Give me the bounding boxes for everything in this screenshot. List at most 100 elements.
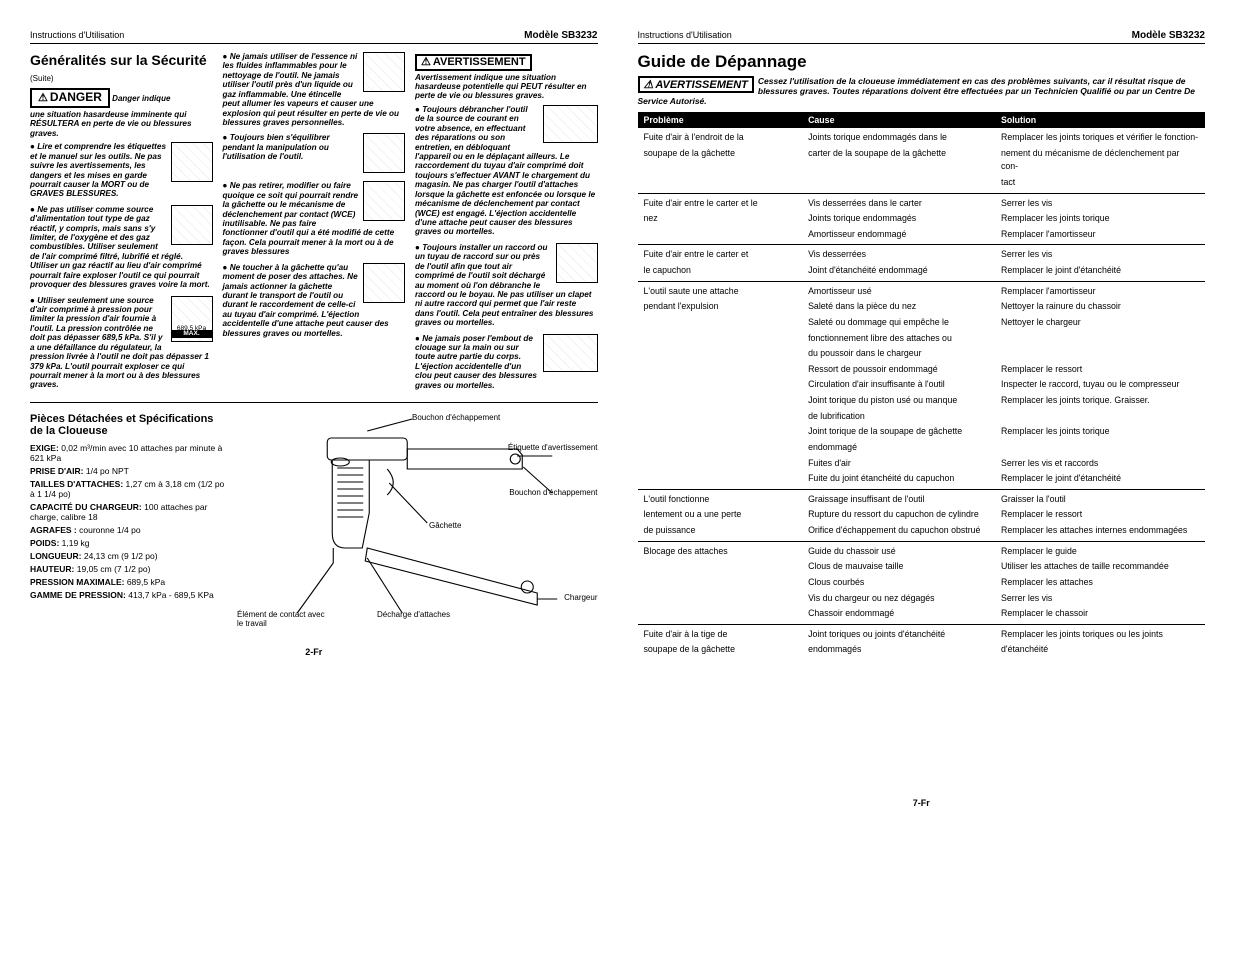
table-row: de lubrification (638, 409, 1206, 425)
dl-exhaust-cap2: Bouchon d'échappement (509, 488, 597, 497)
header-left: Instructions d'Utilisation (30, 30, 124, 40)
table-row: Fuite d'air entre le carter et leVis des… (638, 193, 1206, 211)
table-cell: Guide du chassoir usé (802, 541, 995, 559)
table-row: de puissanceOrifice d'échappement du cap… (638, 523, 1206, 541)
table-cell (638, 591, 803, 607)
table-cell (802, 175, 995, 193)
table-cell (638, 393, 803, 409)
b1: ● Lire et comprendre les étiquettes et l… (30, 142, 166, 198)
coupler-icon (556, 243, 598, 283)
table-cell (638, 440, 803, 456)
table-cell: de lubrification (802, 409, 995, 425)
th-cause: Cause (802, 112, 995, 128)
table-cell: Fuite du joint étanchéité du capuchon (802, 471, 995, 489)
spec-item: CAPACITÉ DU CHARGEUR: 100 attaches par c… (30, 502, 225, 522)
table-cell (638, 331, 803, 347)
table-row: Joint torique du piston usé ou manqueRem… (638, 393, 1206, 409)
table-cell: Joint torique du piston usé ou manque (802, 393, 995, 409)
spec-box: Pièces Détachées et Spécifications de la… (30, 413, 598, 633)
header-model-r: Modèle SB3232 (1132, 30, 1205, 41)
table-cell: Fuite d'air à l'endroit de la (638, 128, 803, 146)
table-row: fonctionnement libre des attaches ou (638, 331, 1206, 347)
table-cell: Remplacer les attaches internes endommag… (995, 523, 1205, 541)
table-row: le capuchonJoint d'étanchéité endommagéR… (638, 263, 1206, 281)
spec-item: AGRAFES : couronne 1/4 po (30, 525, 225, 535)
table-cell: Remplacer l'amortisseur (995, 227, 1205, 245)
table-cell: Joint d'étanchéité endommagé (802, 263, 995, 281)
table-cell: Joint toriques ou joints d'étanchéité (802, 624, 995, 642)
table-cell: Chassoir endommagé (802, 606, 995, 624)
table-cell: soupape de la gâchette (638, 642, 803, 658)
page-header-r: Instructions d'Utilisation Modèle SB3232 (638, 30, 1206, 44)
th-problem: Problème (638, 112, 803, 128)
table-cell (638, 575, 803, 591)
table-cell: Amortisseur endommagé (802, 227, 995, 245)
table-cell: Remplacer les joints toriques ou les joi… (995, 624, 1205, 642)
table-cell: Blocage des attaches (638, 541, 803, 559)
table-row: Circulation d'air insuffisante à l'outil… (638, 377, 1206, 393)
spec-item: EXIGE: 0,02 m³/min avec 10 attaches par … (30, 443, 225, 463)
gas-warning-icon (171, 205, 213, 245)
table-row: Saleté ou dommage qui empêche leNettoyer… (638, 315, 1206, 331)
table-row: Fuites d'airSerrer les vis et raccords (638, 456, 1206, 472)
trigger-touch-icon (363, 263, 405, 303)
pressure-gauge-icon: 689,5 kPa MAX. (171, 296, 213, 342)
table-cell: Joint torique de la soupape de gâchette (802, 424, 995, 440)
table-cell: Serrer les vis (995, 193, 1205, 211)
guide-warning: AVERTISSEMENT Cessez l'utilisation de la… (638, 76, 1206, 106)
table-row: lentement ou a une perteRupture du resso… (638, 507, 1206, 523)
guide-title: Guide de Dépannage (638, 52, 1206, 72)
table-cell: Circulation d'air insuffisante à l'outil (802, 377, 995, 393)
table-cell: Remplacer le ressort (995, 507, 1205, 523)
table-cell: de puissance (638, 523, 803, 541)
table-cell: L'outil fonctionne (638, 489, 803, 507)
c2: ● Toujours bien s'équilibrer pendant la … (223, 133, 330, 161)
stapler-diagram: Bouchon d'échappement Étiquette d'averti… (237, 413, 598, 633)
table-cell: Remplacer le joint d'étanchéité (995, 263, 1205, 281)
table-cell: Inspecter le raccord, tuyau ou le compre… (995, 377, 1205, 393)
table-row: Fuite d'air entre le carter etVis desser… (638, 245, 1206, 263)
table-cell: Joints torique endommagés (802, 211, 995, 227)
table-cell: Remplacer le guide (995, 541, 1205, 559)
section-title: Généralités sur la Sécurité (Suite) (30, 52, 213, 84)
table-cell: soupape de la gâchette (638, 146, 803, 175)
table-cell: Serrer les vis (995, 591, 1205, 607)
table-cell: Remplacer les joints torique (995, 211, 1205, 227)
table-row: nezJoints torique endommagésRemplacer le… (638, 211, 1206, 227)
hand-warning-icon (543, 334, 598, 372)
table-row: pendant l'expulsionSaleté dans la pièce … (638, 299, 1206, 315)
table-cell (638, 606, 803, 624)
spec-item: GAMME DE PRESSION: 413,7 kPa - 689,5 KPa (30, 590, 225, 600)
fire-warning-icon (363, 52, 405, 92)
table-row: du poussoir dans le chargeur (638, 346, 1206, 362)
table-row: Vis du chargeur ou nez dégagésSerrer les… (638, 591, 1206, 607)
table-row: Ressort de poussoir endommagéRemplacer l… (638, 362, 1206, 378)
table-row: Fuite d'air à l'endroit de laJoints tori… (638, 128, 1206, 146)
table-cell (638, 362, 803, 378)
page-2fr: Instructions d'Utilisation Modèle SB3232… (30, 30, 598, 808)
table-cell (638, 346, 803, 362)
dl-wce: Élément de contact avec le travail (237, 610, 327, 628)
table-cell: Saleté ou dommage qui empêche le (802, 315, 995, 331)
table-cell: nement du mécanisme de déclenchement par… (995, 146, 1205, 175)
table-cell: L'outil saute une attache (638, 281, 803, 299)
troubleshoot-table: Problème Cause Solution Fuite d'air à l'… (638, 112, 1206, 658)
col-2: ● Ne jamais utiliser de l'essence ni les… (223, 52, 406, 396)
spec-item: TAILLES D'ATTACHES: 1,27 cm à 3,18 cm (1… (30, 479, 225, 499)
table-cell: Remplacer le joint d'étanchéité (995, 471, 1205, 489)
table-row: Chassoir endommagéRemplacer le chassoir (638, 606, 1206, 624)
table-cell: Remplacer les joints torique. Graisser. (995, 393, 1205, 409)
table-cell: Vis du chargeur ou nez dégagés (802, 591, 995, 607)
table-row: Fuite d'air à la tige deJoint toriques o… (638, 624, 1206, 642)
spec-item: POIDS: 1,19 kg (30, 538, 225, 548)
table-row: Fuite du joint étanchéité du capuchonRem… (638, 471, 1206, 489)
avert-label: AVERTISSEMENT (415, 54, 532, 71)
table-cell: fonctionnement libre des attaches ou (802, 331, 995, 347)
dl-trigger: Gâchette (429, 521, 461, 530)
table-cell: tact (995, 175, 1205, 193)
table-cell: Clous courbés (802, 575, 995, 591)
table-cell: endommagés (802, 642, 995, 658)
col-3: AVERTISSEMENT Avertissement indique une … (415, 52, 598, 396)
table-cell: Ressort de poussoir endommagé (802, 362, 995, 378)
danger-label: DANGER (30, 88, 110, 108)
